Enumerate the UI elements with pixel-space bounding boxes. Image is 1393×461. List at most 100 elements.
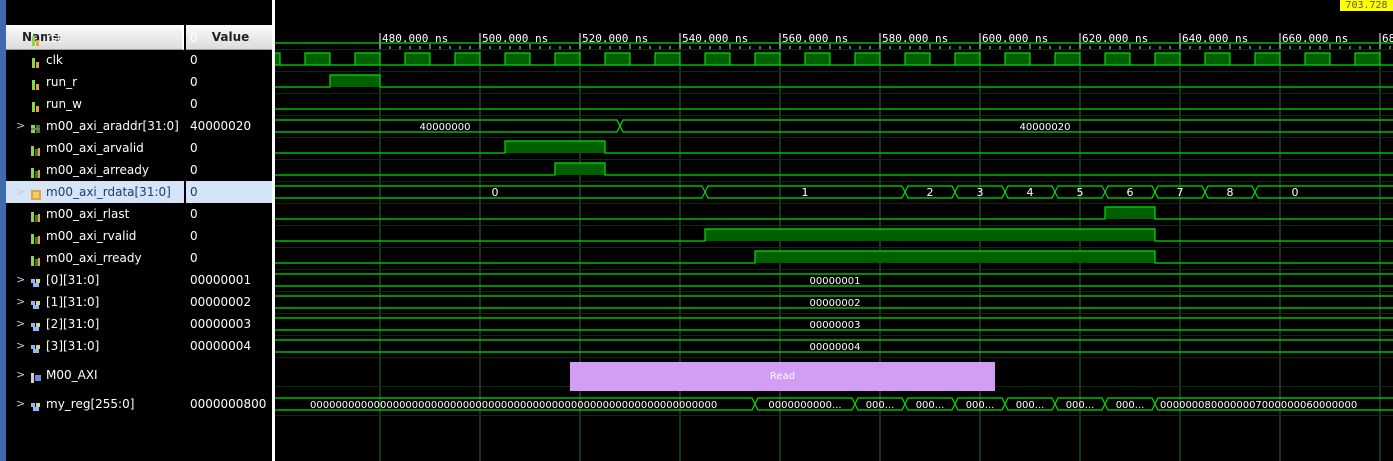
signal-value: 0 — [190, 97, 198, 111]
waveform-view[interactable]: 480.000 ns 500.000 ns 520.000 ns 540.000 ns… — [275, 0, 1393, 461]
ruler-label: 500.000 ns — [482, 32, 548, 45]
signal-name: run_r — [46, 75, 78, 89]
bus-segment — [275, 273, 1393, 287]
signal-name: M00_AXI — [46, 368, 98, 382]
signal-row[interactable]: m00_axi_rlast — [6, 203, 184, 225]
signal-value: 0 — [190, 53, 198, 67]
axi-bit-icon — [30, 230, 42, 244]
panel-separator[interactable] — [272, 0, 275, 461]
cursor-time-marker[interactable]: 703.728 — [1340, 0, 1393, 11]
signal-row[interactable]: m00_axi_arready — [6, 159, 184, 181]
rdata-value: 0 — [492, 186, 499, 199]
signal-value: 0 — [190, 229, 198, 243]
signal-row[interactable]: > [3][31:0] — [6, 335, 184, 357]
left-toolbar-area — [0, 0, 275, 25]
signal-row[interactable]: run_r — [6, 71, 184, 93]
expand-chevron-icon[interactable]: > — [16, 295, 26, 308]
expand-chevron-icon[interactable]: > — [16, 317, 26, 330]
signal-name: m00_axi_arvalid — [46, 141, 144, 155]
signal-high-fill — [755, 251, 1155, 263]
signal-row[interactable]: m00_axi_rvalid — [6, 225, 184, 247]
signal-high-fill — [305, 53, 330, 65]
my-reg-value: 0000000000... — [768, 400, 841, 411]
signal-value: 00000002 — [190, 295, 252, 309]
my-reg-value: 000... — [1116, 400, 1145, 411]
rdata-value: 5 — [1077, 186, 1084, 199]
signal-high-fill — [1055, 53, 1080, 65]
signal-high-fill — [555, 163, 605, 175]
expand-chevron-icon[interactable]: > — [16, 339, 26, 352]
signal-high-fill — [1355, 53, 1380, 65]
signal-name: clk — [46, 53, 63, 67]
signal-high-fill — [555, 53, 580, 65]
signal-high-fill — [330, 75, 380, 87]
my-reg-value: 000... — [916, 400, 945, 411]
signal-value: 0 — [190, 163, 198, 177]
signal-row[interactable]: > my_reg[255:0] — [6, 393, 184, 415]
read-transaction-bar — [570, 362, 995, 391]
signal-value: 0 — [190, 75, 198, 89]
rdata-value: 7 — [1177, 186, 1184, 199]
signal-row[interactable]: rst — [6, 27, 184, 49]
rdata-value: 4 — [1027, 186, 1034, 199]
my-reg-value: 000... — [966, 400, 995, 411]
araddr-value: 40000020 — [1020, 122, 1071, 133]
signal-row[interactable]: > m00_axi_rdata[31:0] — [6, 181, 184, 203]
signal-high-fill — [1105, 207, 1155, 219]
expand-chevron-icon[interactable]: > — [16, 368, 26, 381]
array-icon — [30, 340, 42, 353]
array-icon — [30, 296, 42, 309]
signal-row[interactable]: > [1][31:0] — [6, 291, 184, 313]
axi-bit-icon — [30, 252, 42, 266]
interface-icon — [30, 369, 42, 383]
signal-high-fill — [505, 141, 605, 153]
signal-high-fill — [1255, 53, 1280, 65]
signal-row[interactable]: clk — [6, 49, 184, 71]
array-value: 00000002 — [810, 298, 861, 309]
panel-border — [0, 25, 6, 461]
name-column-header[interactable]: Name — [6, 25, 184, 50]
bus-segment — [1154, 397, 1393, 411]
ruler-label: 620.000 ns — [1082, 32, 1148, 45]
signal-row[interactable]: > [2][31:0] — [6, 313, 184, 335]
array-value: 00000003 — [810, 320, 861, 331]
expand-chevron-icon[interactable]: > — [16, 185, 26, 198]
signal-value: 00000001 — [190, 273, 252, 287]
expand-chevron-icon[interactable]: > — [16, 273, 26, 286]
ruler-label: 540.000 ns — [682, 32, 748, 45]
signal-row[interactable]: > [0][31:0] — [6, 269, 184, 291]
rdata-value: 2 — [927, 186, 934, 199]
ruler-label: 600.000 ns — [982, 32, 1048, 45]
transaction-label: Read — [770, 371, 795, 382]
array-icon — [30, 398, 42, 411]
array-value: 00000001 — [810, 276, 861, 287]
bit-signal-icon — [30, 32, 42, 46]
signal-high-fill — [1005, 53, 1030, 65]
signal-row[interactable]: > M00_AXI — [6, 364, 184, 386]
signal-row[interactable]: > m00_axi_araddr[31:0] — [6, 115, 184, 137]
rdata-value: 3 — [977, 186, 984, 199]
signal-high-fill — [705, 229, 1155, 241]
rdata-value: 6 — [1127, 186, 1134, 199]
signal-name: m00_axi_rlast — [46, 207, 130, 221]
expand-chevron-icon[interactable]: > — [16, 397, 26, 410]
signal-high-fill — [855, 53, 880, 65]
signal-row[interactable]: m00_axi_rready — [6, 247, 184, 269]
signal-high-fill — [605, 53, 630, 65]
bus-segment — [1254, 185, 1393, 199]
timeline-ruler — [275, 25, 1393, 50]
rdata-value: 8 — [1227, 186, 1234, 199]
signal-name: my_reg[255:0] — [46, 397, 135, 411]
value-column-header[interactable]: Value — [186, 25, 275, 50]
signal-row[interactable]: m00_axi_arvalid — [6, 137, 184, 159]
signal-value-panel: Value 0 0 0 0 40000020 0 0 0 0 0 0 00000001 00000002… — [186, 25, 275, 461]
signal-name: m00_axi_arready — [46, 163, 149, 177]
signal-row[interactable]: run_w — [6, 93, 184, 115]
signal-name: run_w — [46, 97, 82, 111]
expand-chevron-icon[interactable]: > — [16, 119, 26, 132]
signal-value: 00000004 — [190, 339, 252, 353]
bit-signal-icon — [30, 76, 42, 90]
rdata-value: 1 — [802, 186, 809, 199]
my-reg-value: 0000000000000000000000000000000000000000… — [310, 400, 717, 411]
signal-high-fill — [355, 53, 380, 65]
